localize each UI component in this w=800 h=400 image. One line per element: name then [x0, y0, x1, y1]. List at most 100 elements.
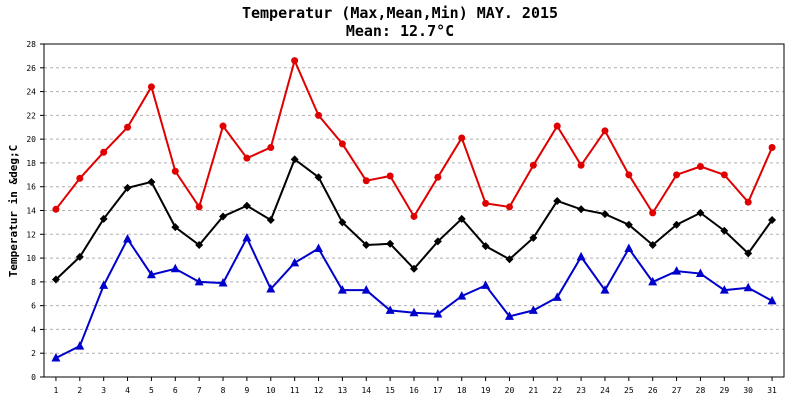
data-point	[720, 171, 728, 179]
x-tick-label: 14	[361, 386, 371, 395]
data-point	[361, 285, 371, 294]
x-tick-label: 21	[529, 386, 539, 395]
data-point	[744, 198, 752, 206]
data-point	[695, 268, 705, 278]
data-point	[553, 122, 561, 130]
data-point	[362, 240, 371, 249]
data-point	[767, 295, 777, 305]
data-point	[768, 143, 776, 151]
x-tick-label: 10	[266, 386, 276, 395]
data-point	[600, 210, 609, 219]
data-point	[768, 216, 777, 225]
y-tick-label: 28	[26, 40, 36, 49]
data-point	[528, 305, 538, 314]
data-point	[457, 214, 466, 223]
y-tick-label: 12	[26, 230, 36, 239]
data-point	[75, 341, 85, 350]
y-tick-label: 16	[26, 183, 36, 192]
data-point	[505, 203, 513, 211]
x-tick-label: 6	[173, 386, 178, 395]
data-point	[314, 243, 324, 253]
data-point	[170, 263, 180, 273]
data-point	[386, 172, 394, 180]
y-tick-label: 18	[26, 159, 36, 168]
x-tick-label: 8	[221, 386, 226, 395]
data-point	[290, 155, 299, 164]
x-tick-label: 23	[576, 386, 586, 395]
data-point	[624, 220, 633, 229]
data-point	[410, 264, 418, 273]
y-tick-label: 26	[26, 64, 36, 73]
data-point	[75, 252, 84, 261]
x-tick-label: 26	[648, 386, 658, 395]
chart-subtitle: Mean: 12.7°C	[345, 22, 455, 40]
data-point	[482, 199, 490, 207]
y-tick-label: 4	[31, 325, 36, 334]
data-point	[719, 285, 729, 294]
data-point	[315, 111, 323, 119]
x-tick-label: 27	[672, 386, 682, 395]
data-point	[314, 173, 323, 182]
data-point	[195, 203, 203, 211]
x-tick-label: 29	[720, 386, 730, 395]
x-tick-label: 5	[149, 386, 154, 395]
x-tick-label: 25	[624, 386, 634, 395]
y-tick-label: 6	[31, 302, 36, 311]
data-point	[243, 154, 251, 162]
x-tick-label: 4	[125, 386, 130, 395]
x-tick-label: 2	[77, 386, 82, 395]
data-point	[458, 134, 466, 142]
data-point	[457, 291, 467, 300]
x-tick-label: 24	[600, 386, 610, 395]
data-point	[100, 148, 108, 156]
data-point	[267, 143, 275, 151]
chart-title: Temperatur (Max,Mean,Min) MAY. 2015	[241, 4, 559, 22]
data-point	[434, 173, 442, 181]
x-tick-label: 22	[552, 386, 562, 395]
x-tick-label: 7	[197, 386, 202, 395]
data-point	[696, 162, 704, 170]
x-tick-label: 19	[481, 386, 491, 395]
x-tick-label: 15	[385, 386, 395, 395]
data-point	[99, 280, 109, 289]
data-point	[147, 83, 155, 91]
data-point	[600, 285, 610, 294]
data-point	[433, 237, 442, 246]
data-point	[601, 127, 609, 135]
data-point	[195, 240, 204, 249]
data-point	[219, 122, 227, 130]
data-point	[124, 123, 132, 131]
data-point	[553, 196, 562, 205]
data-point	[409, 307, 419, 317]
data-point	[577, 205, 586, 214]
data-point	[362, 177, 370, 185]
data-point	[529, 161, 537, 169]
x-tick-label: 17	[433, 386, 443, 395]
data-point	[194, 276, 204, 286]
data-point	[171, 167, 179, 175]
data-point	[51, 275, 60, 284]
y-tick-label: 22	[26, 111, 36, 120]
data-point	[338, 218, 347, 227]
series-line	[55, 235, 773, 359]
data-point	[410, 212, 418, 220]
data-point	[743, 282, 753, 292]
y-tick-label: 2	[31, 349, 36, 358]
data-point	[576, 251, 586, 261]
data-point	[672, 220, 681, 229]
data-point	[146, 269, 156, 279]
y-tick-label: 20	[26, 135, 36, 144]
data-point	[481, 280, 491, 289]
y-tick-label: 0	[31, 373, 36, 382]
x-tick-label: 28	[696, 386, 706, 395]
data-point	[147, 177, 156, 186]
x-tick-label: 3	[101, 386, 106, 395]
data-point	[123, 234, 133, 243]
data-point	[242, 201, 251, 210]
y-tick-label: 14	[26, 207, 36, 216]
data-point	[291, 57, 299, 65]
data-point	[744, 249, 753, 258]
data-point	[266, 283, 276, 293]
data-point	[648, 276, 658, 286]
